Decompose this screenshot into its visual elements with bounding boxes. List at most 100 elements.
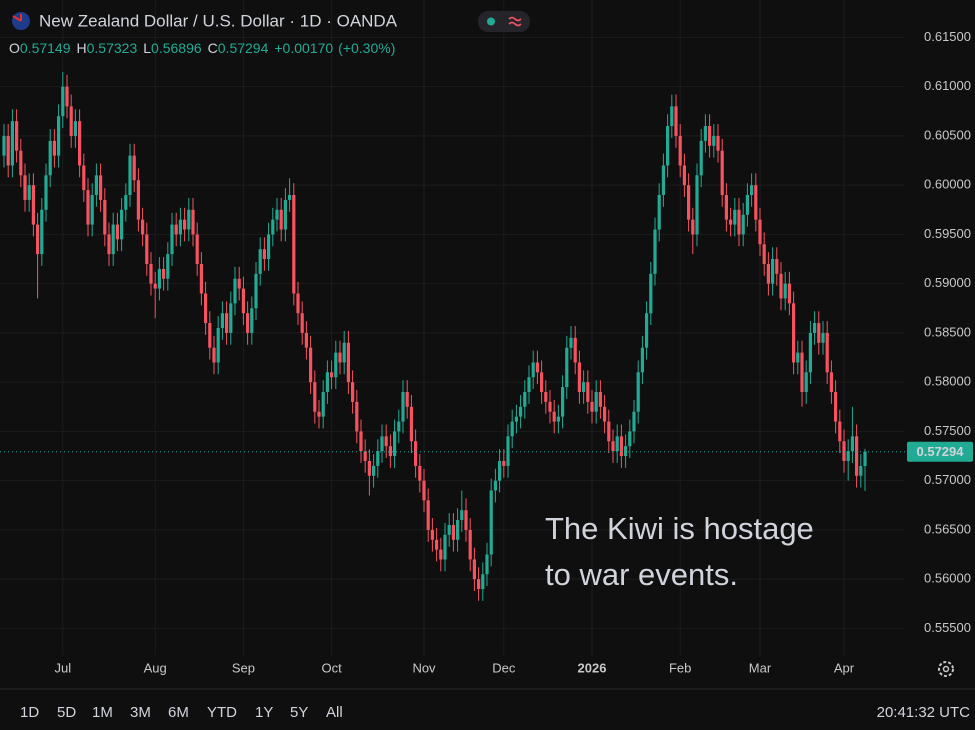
legend-key: L — [143, 40, 151, 56]
y-tick-label: 0.56500 — [924, 521, 971, 536]
candle-body — [19, 150, 23, 176]
candle-body — [838, 421, 842, 442]
candle-body — [220, 313, 224, 328]
candle-body — [275, 209, 279, 220]
y-tick-label: 0.58500 — [924, 324, 971, 339]
candle-body — [661, 165, 665, 196]
candle-body — [120, 209, 124, 240]
candle-body — [141, 219, 145, 235]
flag-detail — [12, 14, 22, 22]
candle-body — [678, 135, 682, 166]
candle-body — [10, 121, 14, 166]
candle-body — [615, 436, 619, 452]
candle-body — [363, 451, 367, 461]
legend-key: H — [77, 40, 87, 56]
x-tick-label: Aug — [144, 660, 167, 675]
candle-body — [380, 436, 384, 452]
header: New Zealand Dollar / U.S. Dollar · 1D · … — [9, 11, 530, 56]
candle-body — [804, 372, 808, 393]
timeframe-button[interactable]: 3M — [130, 704, 151, 721]
candle-body — [397, 421, 401, 432]
annotation: The Kiwi is hostage to war events. — [545, 511, 814, 592]
candle-body — [611, 441, 615, 452]
timeframe-button[interactable]: All — [326, 704, 343, 721]
candle-body — [787, 283, 791, 304]
symbol-title: New Zealand Dollar / U.S. Dollar · 1D · … — [39, 11, 398, 30]
candle-body — [523, 392, 527, 407]
timeframe-button[interactable]: YTD — [207, 704, 237, 721]
x-tick-label: Mar — [749, 660, 772, 675]
candle-body — [2, 135, 6, 156]
timeframe-button[interactable]: 1Y — [255, 704, 273, 721]
last-price-label: 0.57294 — [917, 444, 965, 459]
timeframe-button[interactable]: 6M — [168, 704, 189, 721]
candle-body — [783, 283, 787, 299]
candle-body — [695, 175, 699, 235]
candle-body — [506, 436, 510, 466]
candle-body — [502, 460, 506, 466]
candle-body — [796, 352, 800, 363]
candle-body — [136, 180, 140, 220]
candle-body — [267, 234, 271, 260]
status-badge[interactable] — [478, 11, 530, 32]
candle-body — [15, 121, 19, 151]
settings-button[interactable] — [938, 661, 954, 677]
candle-body — [31, 185, 35, 225]
timeframe-button[interactable]: 1M — [92, 704, 113, 721]
candle-body — [447, 524, 451, 535]
candle-body — [846, 451, 850, 461]
candle-body — [750, 185, 754, 196]
annotation-line: The Kiwi is hostage — [545, 511, 814, 546]
candle-body — [86, 190, 90, 225]
candle-body — [69, 106, 73, 136]
candle-body — [762, 244, 766, 264]
x-tick-label: Sep — [232, 660, 255, 675]
candle-body — [745, 195, 749, 215]
candle-body — [527, 377, 531, 393]
legend-key: O — [9, 40, 20, 56]
candle-body — [170, 224, 174, 255]
timeframe-button[interactable]: 1D — [20, 704, 39, 721]
candle-body — [821, 332, 825, 343]
delay-icon — [508, 16, 522, 27]
candle-body — [514, 416, 518, 422]
candle-body — [52, 140, 56, 156]
candle-body — [657, 195, 661, 230]
annotation-line: to war events. — [545, 557, 738, 592]
candle-body — [569, 337, 573, 348]
candle-body — [250, 308, 254, 333]
candle-body — [535, 362, 539, 373]
legend-change: +0.00170 — [274, 40, 333, 56]
candle-body — [262, 249, 266, 260]
candle-body — [552, 411, 556, 422]
candle-body — [451, 524, 455, 540]
candle-body — [489, 490, 493, 555]
candle-body — [720, 150, 724, 196]
candle-body — [321, 392, 325, 417]
y-tick-label: 0.60000 — [924, 177, 971, 192]
candle-body — [628, 431, 632, 447]
candle-body — [800, 352, 804, 393]
candle-body — [582, 382, 586, 393]
candle-body — [544, 392, 548, 402]
candle-body — [6, 135, 10, 166]
candle-body — [594, 392, 598, 412]
candle-body — [90, 195, 94, 225]
timeframe-button[interactable]: 5D — [57, 704, 76, 721]
timeframe-button[interactable]: 5Y — [290, 704, 308, 721]
candle-body — [225, 313, 229, 333]
candle-body — [435, 539, 439, 550]
clock: 20:41:32 UTC — [877, 704, 971, 721]
candle-body — [556, 416, 560, 422]
candle-body — [842, 441, 846, 461]
candle-body — [338, 352, 342, 363]
candle-body — [309, 347, 313, 383]
gear-icon[interactable] — [938, 661, 954, 677]
candle-body — [246, 313, 250, 333]
candle-body — [598, 392, 602, 407]
y-tick-label: 0.57000 — [924, 472, 971, 487]
candle-body — [61, 86, 65, 117]
candle-body — [716, 135, 720, 151]
legend-low: 0.56896 — [151, 40, 202, 56]
